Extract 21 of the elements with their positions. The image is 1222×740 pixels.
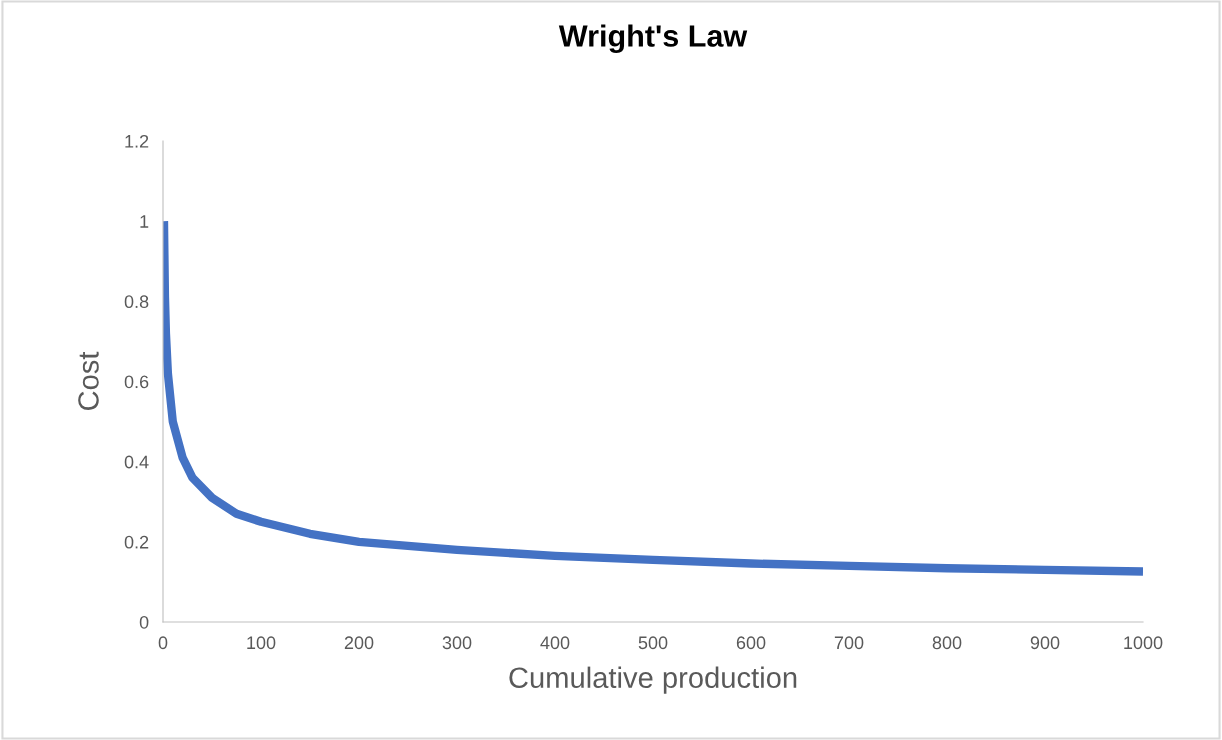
x-tick-label: 300 <box>442 636 472 650</box>
x-tick-label: 800 <box>932 636 962 650</box>
y-tick-label: 0 <box>139 615 149 629</box>
x-axis-title: Cumulative production <box>509 666 797 694</box>
y-tick-label: 0.2 <box>124 535 149 549</box>
y-tick-label: 1.2 <box>125 134 149 148</box>
y-tick-label: 0.8 <box>124 295 149 309</box>
y-tick-label: 1 <box>140 215 149 228</box>
y-tick-label: 0.6 <box>124 375 149 389</box>
x-tick-label: 500 <box>638 636 668 650</box>
x-tick-label: 1000 <box>1124 636 1163 650</box>
x-tick-label: 700 <box>834 636 864 650</box>
x-tick-label: 100 <box>247 636 276 650</box>
chart-title: Wright's Law <box>558 24 748 54</box>
x-tick-label: 400 <box>540 636 570 650</box>
x-tick-label: 600 <box>736 636 766 650</box>
y-tick-label: 0.4 <box>124 455 149 469</box>
y-axis-title: Cost <box>78 351 99 410</box>
x-tick-label: 0 <box>158 636 168 650</box>
x-tick-label: 200 <box>344 636 374 650</box>
x-tick-label: 900 <box>1030 636 1060 650</box>
